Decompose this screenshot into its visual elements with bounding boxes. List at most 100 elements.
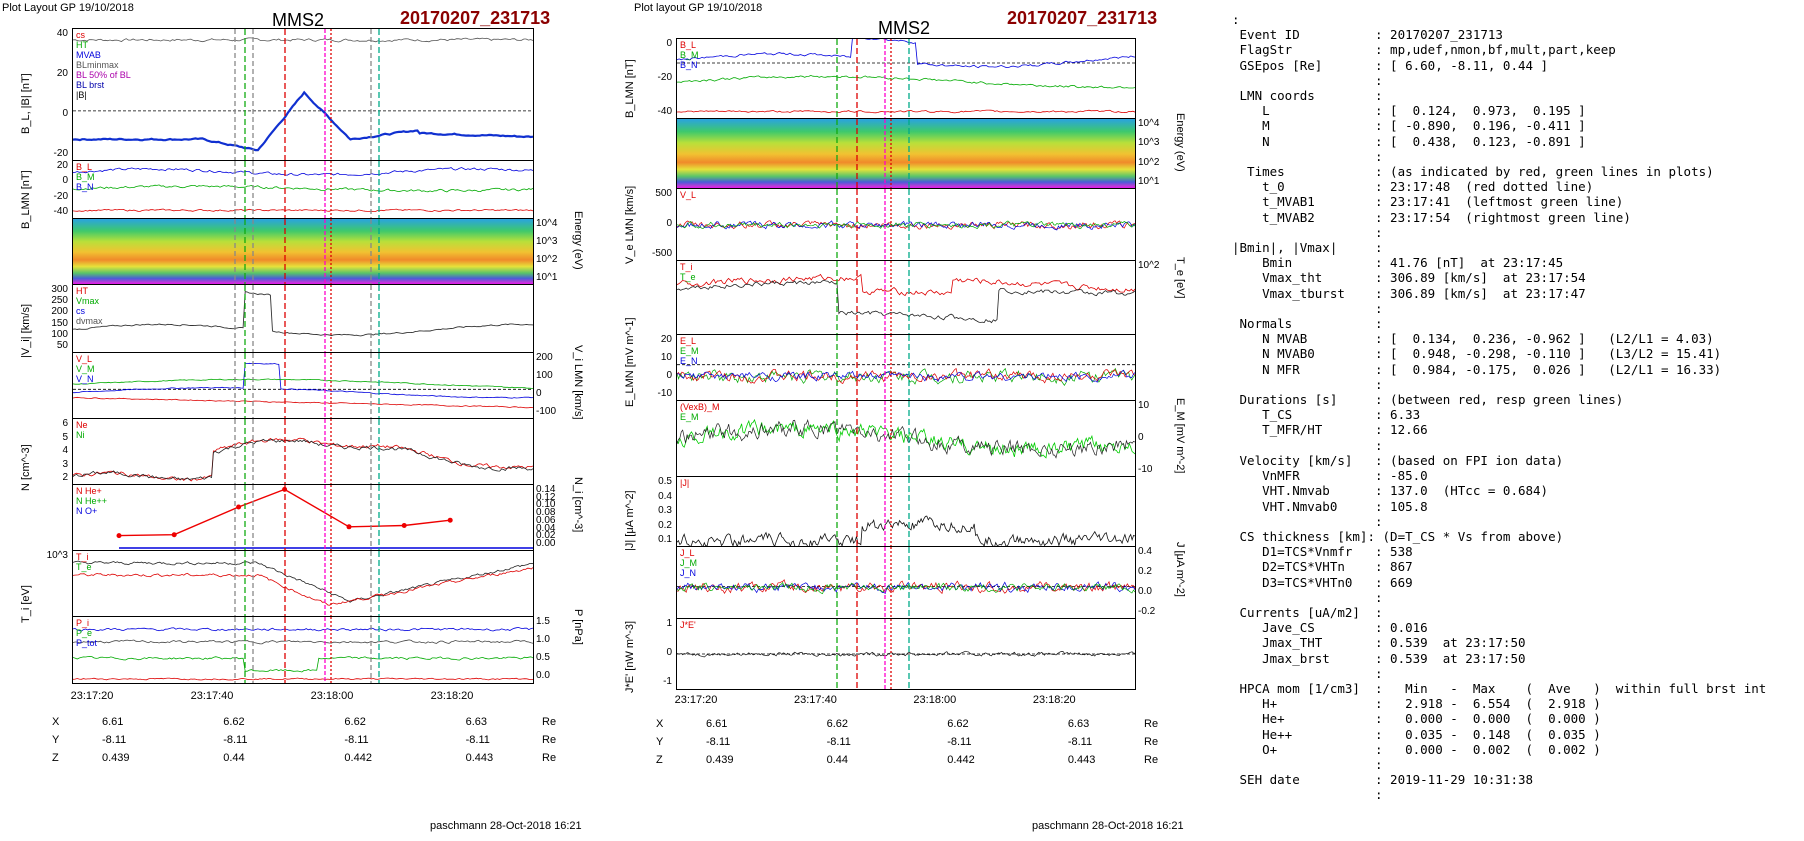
legend-entry: P_tot <box>76 638 98 648</box>
legend-entry: J_N <box>680 568 697 578</box>
middle-ytick: 0.1 <box>658 534 672 545</box>
left-legend: Ne Ni <box>76 420 88 440</box>
left-ylabel: N [cm^-3] <box>20 444 32 491</box>
legend-entry: |B| <box>76 90 87 100</box>
middle-xtick: 23:18:20 <box>1032 694 1076 706</box>
left-xtick: 23:18:20 <box>430 690 474 702</box>
middle-ytick: 1 <box>666 618 672 629</box>
middle-xtick: 23:17:20 <box>674 694 718 706</box>
legend-entry: HT <box>76 286 88 296</box>
series-bm <box>677 74 1135 89</box>
left-ytick-right: -100 <box>536 406 557 417</box>
left-ytick: 100 <box>51 328 68 340</box>
middle-ytick-right: -10 <box>1138 464 1153 475</box>
left-panel-5 <box>72 418 534 486</box>
legend-entry: N O+ <box>76 506 98 516</box>
left-ytick-right: 0.04 <box>536 522 556 534</box>
left-ytick: 150 <box>51 317 68 329</box>
legend-entry: |J| <box>680 478 690 488</box>
middle-pos-value: 6.63 <box>1067 718 1090 730</box>
middle-ytick: -500 <box>651 248 672 259</box>
middle-ytick: 0.2 <box>658 519 672 531</box>
left-ytick-right: 0.06 <box>536 514 556 526</box>
legend-entry: B_N <box>76 182 94 192</box>
middle-pos-unit: Re <box>1144 736 1159 748</box>
legend-entry: N He++ <box>76 496 108 506</box>
legend-entry: MVAB <box>76 50 101 60</box>
legend-entry: P_e <box>76 628 93 638</box>
middle-ylabel: B_LMN [nT] <box>624 59 636 118</box>
left-pos-label: Y <box>52 734 60 746</box>
middle-footer: paschmann 28-Oct-2018 16:21 <box>1032 820 1184 832</box>
legend-entry: J_L <box>680 548 695 558</box>
legend-entry: HT <box>76 40 88 50</box>
left-ytick-right: 0.00 <box>536 538 556 549</box>
legend-entry: T_i <box>680 262 693 272</box>
legend-entry: J*E' <box>680 620 696 630</box>
left-ytick-right: 100 <box>536 370 553 381</box>
left-ytick-right: 0.14 <box>536 484 556 495</box>
middle-ytick: 0 <box>666 370 672 381</box>
left-ytick-right: 1.5 <box>536 616 550 627</box>
left-panel-1 <box>72 160 534 220</box>
series-te <box>73 567 533 606</box>
middle-legend: (VexB)_M E_M <box>680 402 720 422</box>
left-panel-8 <box>72 616 534 684</box>
legend-entry: cs <box>76 30 85 40</box>
middle-xtick: 23:18:00 <box>913 694 957 706</box>
middle-ytick: 0.3 <box>658 505 672 516</box>
series-em <box>677 367 1135 384</box>
series-el <box>677 367 1135 386</box>
left-pos-value: 6.61 <box>102 716 124 728</box>
middle-pos-value: 0.439 <box>706 754 734 766</box>
left-pos-unit: Re <box>542 716 557 728</box>
middle-pos-unit: Re <box>1144 754 1159 766</box>
series-pe <box>73 639 533 645</box>
middle-ytick-right: 0.0 <box>1138 586 1152 597</box>
left-xtick: 23:18:00 <box>310 690 354 702</box>
middle-pos-label: Y <box>656 736 664 748</box>
left-ytick: 40 <box>56 28 68 39</box>
legend-entry: B_N <box>680 60 698 70</box>
left-event-id: 20170207_231713 <box>400 8 551 28</box>
left-pos-value: 6.62 <box>344 716 366 728</box>
left-legend: N He+ N He++ N O+ <box>76 486 107 516</box>
left-spacecraft-title: MMS2 <box>272 10 325 30</box>
middle-spacecraft-title: MMS2 <box>878 18 931 38</box>
middle-legend: B_L B_M B_N <box>680 40 699 70</box>
left-legend: HT Vmax cs dvmax <box>76 286 103 326</box>
series-bn <box>73 208 533 212</box>
legend-entry: N He+ <box>76 486 102 496</box>
left-pos-value: -8.11 <box>102 734 127 746</box>
middle-ylabel-right: E_M [mV m^-2] <box>1174 398 1186 474</box>
left-ytick: 10^3 <box>46 550 68 561</box>
middle-ytick: 0.5 <box>658 476 672 487</box>
data-point <box>346 524 352 530</box>
series-vi <box>73 291 533 337</box>
left-xtick: 23:17:20 <box>70 690 114 702</box>
left-ytick-right: 0.10 <box>536 499 556 511</box>
series-ti <box>677 273 1135 297</box>
middle-ytick-right: 0.2 <box>1138 566 1152 577</box>
middle-ytick: 0.4 <box>658 490 672 502</box>
left-pos-value: -8.11 <box>344 734 369 746</box>
left-ytick-right: 0.5 <box>536 652 550 663</box>
middle-ytick-right: 10 <box>1138 400 1150 411</box>
legend-entry: Ni <box>76 430 85 440</box>
legend-entry: Vmax <box>76 296 100 306</box>
series-vn <box>677 220 1135 230</box>
series-te <box>677 279 1135 324</box>
legend-entry: J_M <box>680 558 698 568</box>
series-ne <box>73 437 533 482</box>
legend-entry: V_L <box>76 354 93 364</box>
middle-ytick: 0 <box>666 647 672 658</box>
left-ylabel: B_LMN [nT] <box>20 170 32 229</box>
data-point <box>401 522 407 528</box>
left-panel-3 <box>72 284 534 354</box>
middle-pos-label: X <box>656 718 664 730</box>
middle-ylabel: V_e LMN [km/s] <box>624 185 636 264</box>
middle-ytick: 0 <box>666 218 672 229</box>
middle-panel-1 <box>676 118 1136 190</box>
legend-entry: T_e <box>76 562 92 572</box>
series-vl <box>73 362 533 399</box>
